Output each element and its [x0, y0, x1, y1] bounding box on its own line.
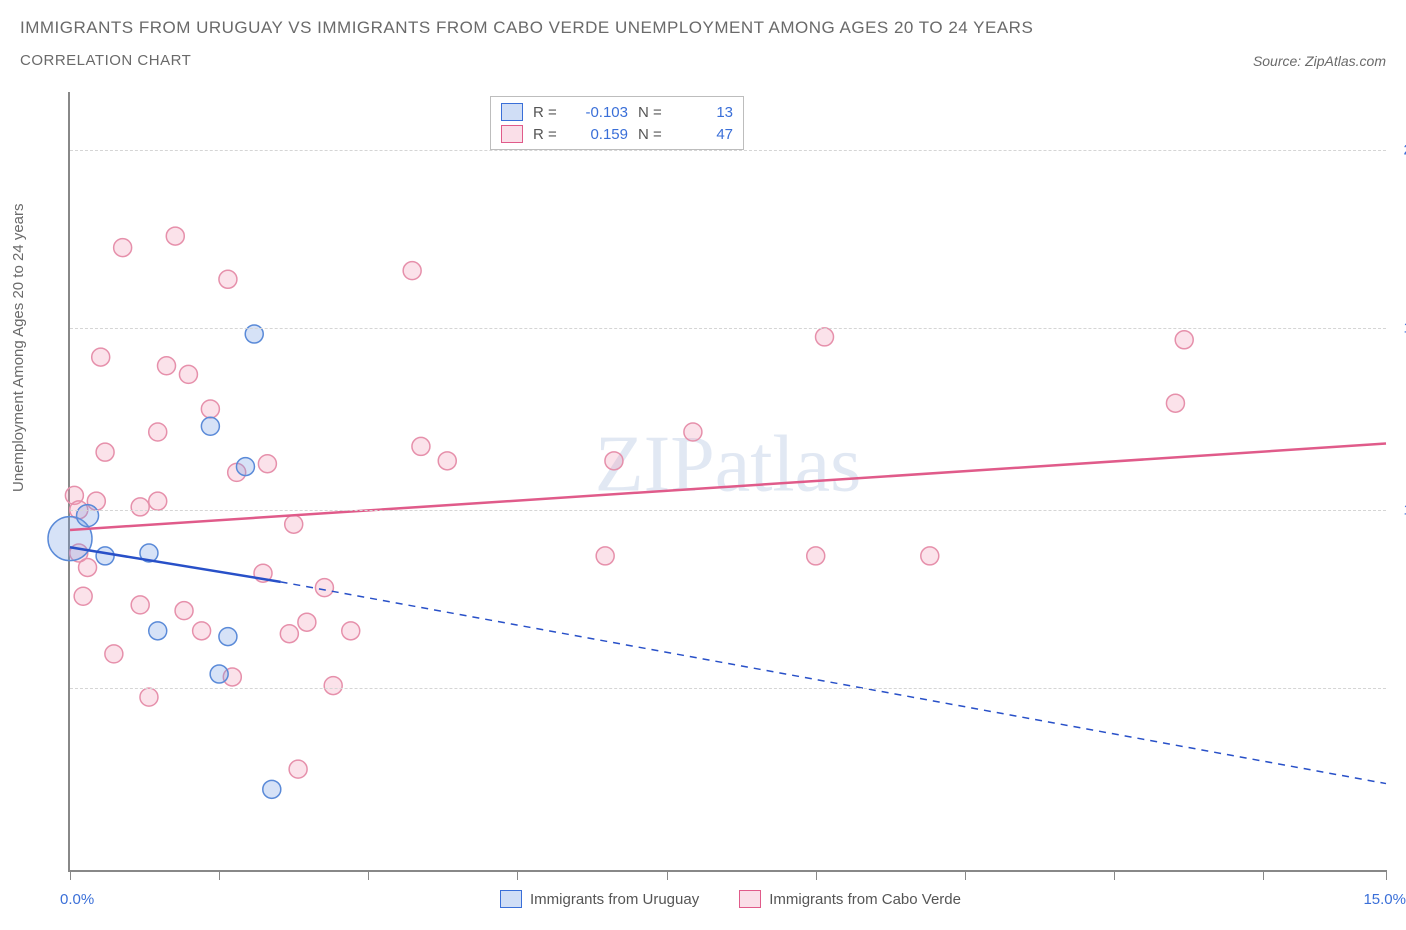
x-min-label: 0.0% [60, 891, 94, 908]
chart-title: IMMIGRANTS FROM URUGUAY VS IMMIGRANTS FR… [0, 0, 1406, 42]
cabo-verde-n-value: 47 [678, 126, 733, 143]
cabo-verde-swatch-icon [739, 890, 761, 908]
cabo-verde-swatch-icon [501, 125, 523, 143]
n-label: N = [638, 104, 668, 121]
uruguay-r-value: -0.103 [573, 104, 628, 121]
cabo-verde-series-label: Immigrants from Cabo Verde [769, 891, 961, 908]
series-legend: Immigrants from Uruguay Immigrants from … [500, 890, 961, 908]
uruguay-swatch-icon [500, 890, 522, 908]
uruguay-swatch-icon [501, 103, 523, 121]
n-label: N = [638, 126, 668, 143]
legend-item-cabo-verde: Immigrants from Cabo Verde [739, 890, 961, 908]
chart-subtitle: CORRELATION CHART [20, 52, 191, 69]
x-max-label: 15.0% [1363, 891, 1406, 908]
legend-item-uruguay: Immigrants from Uruguay [500, 890, 699, 908]
uruguay-n-value: 13 [678, 104, 733, 121]
legend-row-uruguay: R = -0.103 N = 13 [501, 101, 733, 123]
y-axis-label: Unemployment Among Ages 20 to 24 years [10, 203, 27, 492]
scatter-svg [70, 92, 1386, 870]
chart-container: Unemployment Among Ages 20 to 24 years Z… [20, 92, 1390, 912]
legend-row-cabo-verde: R = 0.159 N = 47 [501, 123, 733, 145]
r-label: R = [533, 126, 563, 143]
correlation-legend: R = -0.103 N = 13 R = 0.159 N = 47 [490, 96, 744, 150]
r-label: R = [533, 104, 563, 121]
subtitle-row: CORRELATION CHART Source: ZipAtlas.com [0, 42, 1406, 79]
cabo-verde-r-value: 0.159 [573, 126, 628, 143]
source-attribution: Source: ZipAtlas.com [1253, 53, 1386, 69]
uruguay-series-label: Immigrants from Uruguay [530, 891, 699, 908]
plot-area: ZIPatlas R = -0.103 N = 13 R = 0.159 N =… [68, 92, 1386, 872]
